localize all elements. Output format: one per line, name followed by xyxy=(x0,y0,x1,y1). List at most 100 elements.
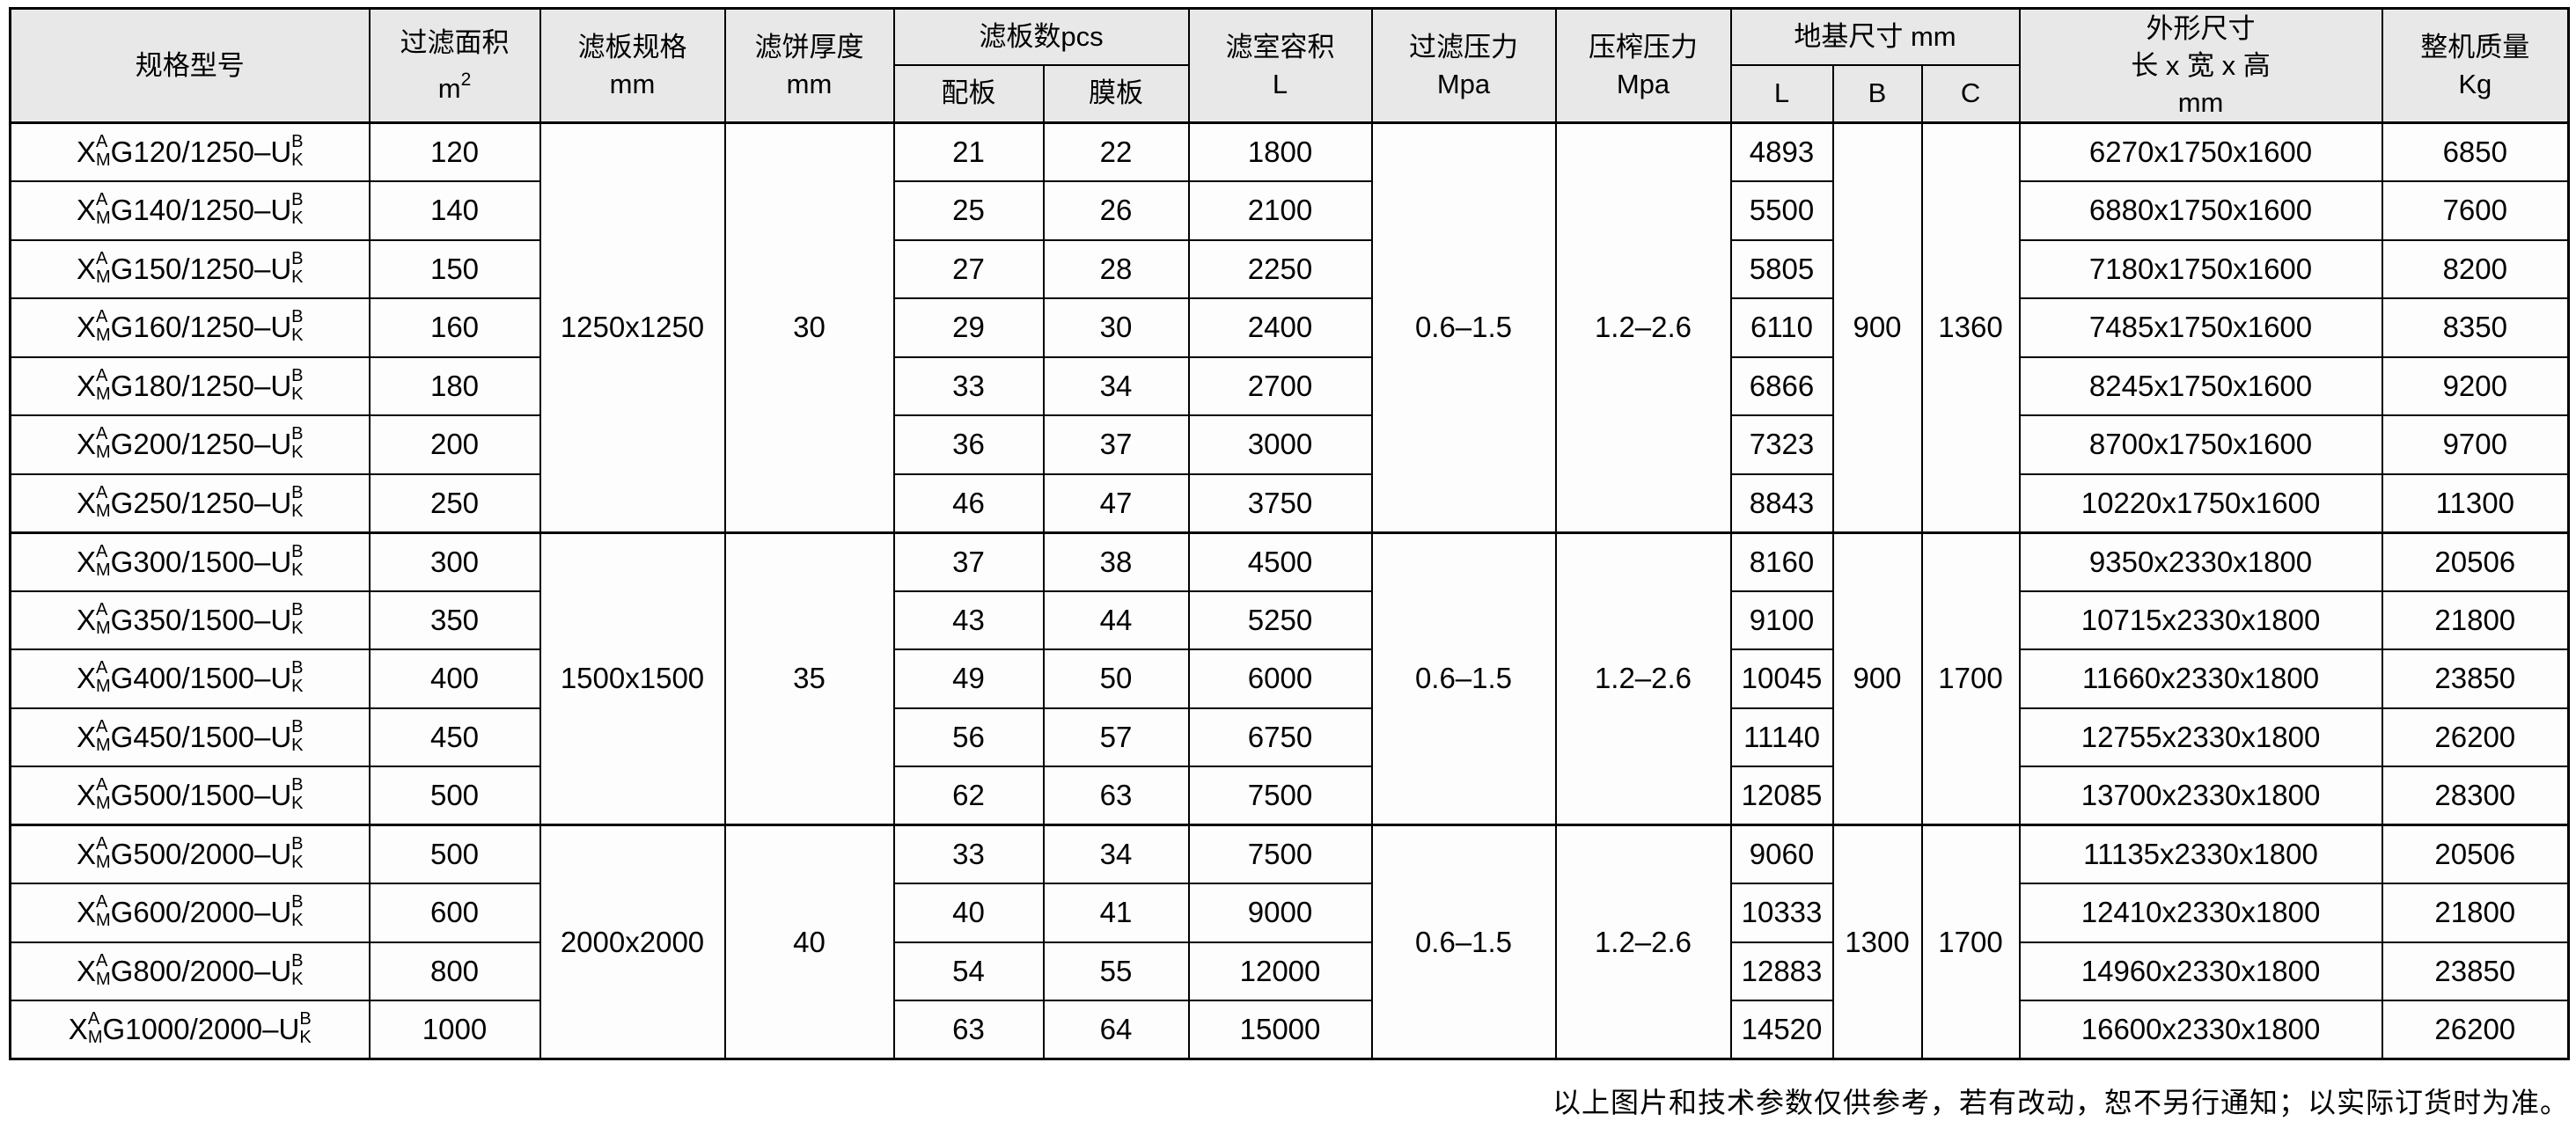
cell-paiban: 40 xyxy=(892,883,1045,943)
cell-foundation-c: 1700 xyxy=(1920,531,2021,826)
table-row: X A M G500/1500–U B K 500 62 63 7500 12085 13… xyxy=(9,766,2570,826)
cell-dims: 11660x2330x1800 xyxy=(2018,648,2383,709)
model-code: X A M G350/1500–U B K xyxy=(76,599,304,638)
cell-volume: 7500 xyxy=(1187,824,1373,884)
cell-paiban: 46 xyxy=(892,473,1045,533)
cell-paiban: 37 xyxy=(892,531,1045,592)
cell-volume: 4500 xyxy=(1187,531,1373,592)
cell-model: X A M G140/1250–U B K xyxy=(9,180,371,241)
cell-foundation-l: 12883 xyxy=(1729,941,1834,1001)
table-row: X A M G600/2000–U B K 600 40 41 9000 10333 12… xyxy=(9,883,2570,943)
cell-moban: 64 xyxy=(1042,1000,1190,1060)
cell-cake-thickness: 30 xyxy=(723,121,895,533)
model-code: X A M G500/1500–U B K xyxy=(76,775,304,813)
cell-model: X A M G1000/2000–U B K xyxy=(9,1000,371,1060)
cell-volume: 7500 xyxy=(1187,766,1373,826)
cell-moban: 41 xyxy=(1042,883,1190,943)
cell-model: X A M G120/1250–U B K xyxy=(9,121,371,182)
cell-moban: 38 xyxy=(1042,531,1190,592)
cell-dims: 6880x1750x1600 xyxy=(2018,180,2383,241)
cell-foundation-l: 10333 xyxy=(1729,883,1834,943)
model-code: X A M G150/1250–U B K xyxy=(76,248,304,287)
cell-weight: 9700 xyxy=(2381,414,2570,475)
cell-model: X A M G150/1250–U B K xyxy=(9,238,371,299)
header-total-weight: 整机质量 Kg xyxy=(2381,7,2570,124)
disclaimer-footnote: 以上图片和技术参数仅供参考，若有改动，恕不另行通知；以实际订货时为准。 xyxy=(1552,1087,2569,1118)
header-chamber-volume: 滤室容积 L xyxy=(1187,7,1373,124)
header-paiban: 配板 xyxy=(892,63,1045,124)
cell-area: 400 xyxy=(368,648,541,709)
cell-foundation-c: 1700 xyxy=(1920,824,2021,1060)
cell-cake-thickness: 35 xyxy=(723,531,895,826)
cell-model: X A M G600/2000–U B K xyxy=(9,883,371,943)
cell-foundation-l: 4893 xyxy=(1729,121,1834,182)
cell-filter-pressure: 0.6–1.5 xyxy=(1370,531,1557,826)
table-row: X A M G1000/2000–U B K 1000 63 64 15000 14520… xyxy=(9,1000,2570,1060)
cell-model: X A M G400/1500–U B K xyxy=(9,648,371,709)
cell-model: X A M G180/1250–U B K xyxy=(9,355,371,416)
cell-foundation-l: 9100 xyxy=(1729,590,1834,650)
cell-volume: 12000 xyxy=(1187,941,1373,1001)
cell-plate-size: 1250x1250 xyxy=(539,121,726,533)
cell-dims: 11135x2330x1800 xyxy=(2018,824,2383,884)
cell-plate-size: 1500x1500 xyxy=(539,531,726,826)
cell-area: 500 xyxy=(368,824,541,884)
cell-foundation-l: 11140 xyxy=(1729,707,1834,767)
cell-foundation-l: 14520 xyxy=(1729,1000,1834,1060)
cell-area: 200 xyxy=(368,414,541,475)
cell-area: 150 xyxy=(368,238,541,299)
table-row: X A M G200/1250–U B K 200 36 37 3000 7323 870… xyxy=(9,414,2570,475)
table-row: X A M G150/1250–U B K 150 27 28 2250 5805 718… xyxy=(9,238,2570,299)
cell-weight: 26200 xyxy=(2381,707,2570,767)
cell-plate-size: 2000x2000 xyxy=(539,824,726,1060)
cell-moban: 22 xyxy=(1042,121,1190,182)
cell-dims: 8700x1750x1600 xyxy=(2018,414,2383,475)
cell-weight: 11300 xyxy=(2381,473,2570,533)
cell-dims: 12410x2330x1800 xyxy=(2018,883,2383,943)
cell-dims: 10715x2330x1800 xyxy=(2018,590,2383,650)
cell-area: 140 xyxy=(368,180,541,241)
cell-weight: 8350 xyxy=(2381,297,2570,358)
cell-weight: 21800 xyxy=(2381,590,2570,650)
model-code: X A M G180/1250–U B K xyxy=(76,365,304,404)
header-foundation-c: C xyxy=(1920,63,2021,124)
cell-paiban: 33 xyxy=(892,824,1045,884)
cell-cake-thickness: 40 xyxy=(723,824,895,1060)
model-code: X A M G400/1500–U B K xyxy=(76,658,304,697)
cell-paiban: 49 xyxy=(892,648,1045,709)
cell-moban: 50 xyxy=(1042,648,1190,709)
cell-area: 300 xyxy=(368,531,541,592)
model-code: X A M G250/1250–U B K xyxy=(76,482,304,521)
table-row: X A M G800/2000–U B K 800 54 55 12000 12883 1… xyxy=(9,941,2570,1001)
table-row: X A M G500/2000–U B K 500 2000x2000 40 33 34 … xyxy=(9,824,2570,1060)
cell-paiban: 33 xyxy=(892,355,1045,416)
cell-moban: 37 xyxy=(1042,414,1190,475)
cell-foundation-l: 8160 xyxy=(1729,531,1834,592)
cell-volume: 2250 xyxy=(1187,238,1373,299)
cell-area: 800 xyxy=(368,941,541,1001)
model-code: X A M G1000/2000–U B K xyxy=(68,1009,312,1047)
cell-model: X A M G800/2000–U B K xyxy=(9,941,371,1001)
cell-area: 450 xyxy=(368,707,541,767)
cell-paiban: 63 xyxy=(892,1000,1045,1060)
cell-volume: 3750 xyxy=(1187,473,1373,533)
cell-moban: 47 xyxy=(1042,473,1190,533)
cell-dims: 7180x1750x1600 xyxy=(2018,238,2383,299)
header-foundation-group: 地基尺寸 mm xyxy=(1729,7,2021,66)
model-code: X A M G450/1500–U B K xyxy=(76,716,304,755)
cell-paiban: 56 xyxy=(892,707,1045,767)
model-code: X A M G140/1250–U B K xyxy=(76,190,304,229)
model-code: X A M G800/2000–U B K xyxy=(76,950,304,989)
cell-foundation-l: 9060 xyxy=(1729,824,1834,884)
cell-area: 350 xyxy=(368,590,541,650)
cell-moban: 57 xyxy=(1042,707,1190,767)
model-code: X A M G200/1250–U B K xyxy=(76,424,304,463)
table-row: X A M G250/1250–U B K 250 46 47 3750 8843 102… xyxy=(9,473,2570,533)
cell-model: X A M G450/1500–U B K xyxy=(9,707,371,767)
header-plate-count-group: 滤板数pcs xyxy=(892,7,1190,66)
cell-moban: 34 xyxy=(1042,824,1190,884)
cell-area: 600 xyxy=(368,883,541,943)
header-foundation-b: B xyxy=(1831,63,1923,124)
cell-area: 180 xyxy=(368,355,541,416)
cell-moban: 44 xyxy=(1042,590,1190,650)
